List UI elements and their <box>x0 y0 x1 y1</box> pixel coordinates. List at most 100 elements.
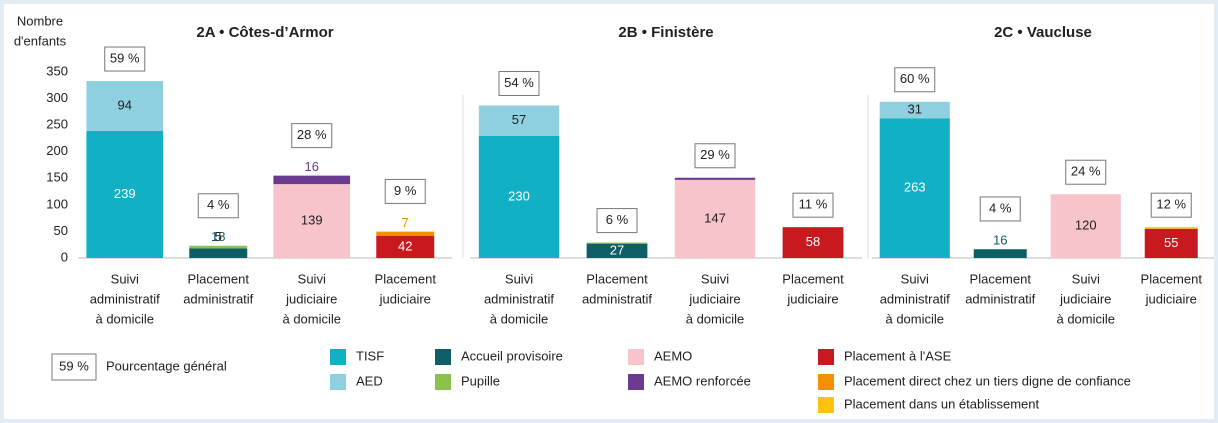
percent-label: 29 % <box>700 147 730 162</box>
bar-segment <box>1144 227 1198 229</box>
percent-label: 28 % <box>297 127 327 142</box>
x-tick-label: à domicile <box>1056 311 1115 326</box>
y-tick-label: 350 <box>46 63 68 78</box>
bar-segment <box>586 243 648 258</box>
legend-label: Placement dans un établissement <box>844 396 1040 411</box>
data-label: 147 <box>704 210 726 225</box>
bar-segment <box>273 175 351 185</box>
bar-segment <box>674 179 756 258</box>
panel-title: 2C • Vaucluse <box>994 24 1092 41</box>
bar-segment <box>86 130 164 258</box>
x-tick-label: à domicile <box>885 311 944 326</box>
bar-segment <box>586 242 648 244</box>
bar-segment <box>1144 228 1198 258</box>
percent-label: 6 % <box>606 212 629 227</box>
x-tick-label: judiciaire <box>688 291 740 306</box>
legend-box <box>51 353 97 381</box>
bar-segment <box>782 227 844 258</box>
x-tick-label: judiciaire <box>285 291 337 306</box>
x-tick-label: administratif <box>183 291 253 306</box>
data-label: 16 <box>305 159 319 174</box>
y-tick-label: 150 <box>46 170 68 185</box>
legend-label: AED <box>356 373 383 388</box>
y-axis-label: d'enfants <box>14 33 67 48</box>
x-tick-label: Suivi <box>298 271 326 286</box>
bar-segment <box>478 105 560 136</box>
x-tick-label: à domicile <box>282 311 341 326</box>
percent-label: 11 % <box>799 197 828 212</box>
percent-box <box>1150 192 1192 218</box>
legend-label: Placement direct chez un tiers digne de … <box>844 373 1131 388</box>
data-label: 55 <box>1164 235 1178 250</box>
legend-swatch <box>435 349 451 365</box>
x-tick-label: judiciaire <box>379 291 431 306</box>
data-label: 27 <box>610 242 624 257</box>
bar-segment <box>376 235 435 258</box>
legend-label: Placement à l'ASE <box>844 348 952 363</box>
percent-label: 12 % <box>1156 197 1186 212</box>
x-tick-label: à domicile <box>490 311 549 326</box>
x-tick-label: Suivi <box>901 271 929 286</box>
x-tick-label: Suivi <box>701 271 729 286</box>
x-tick-label: à domicile <box>95 311 154 326</box>
legend-swatch <box>330 374 346 390</box>
y-tick-label: 0 <box>61 249 68 264</box>
x-tick-label: Placement <box>188 271 250 286</box>
data-label: 239 <box>114 186 136 201</box>
legend-swatch <box>628 374 644 390</box>
x-tick-label: Placement <box>375 271 437 286</box>
legend-label: Pupille <box>461 373 500 388</box>
legend-swatch <box>818 397 834 413</box>
data-label: 120 <box>1075 218 1097 233</box>
panel-title: 2B • Finistère <box>618 24 713 41</box>
x-tick-label: judiciaire <box>1145 291 1197 306</box>
bar-segment <box>674 177 756 180</box>
percent-box <box>1065 159 1107 185</box>
y-tick-label: 50 <box>54 223 68 238</box>
percent-box <box>384 178 426 204</box>
x-tick-label: Placement <box>1141 271 1203 286</box>
legend-swatch <box>628 349 644 365</box>
legend-label: Pourcentage général <box>106 358 227 373</box>
data-label: 7 <box>402 215 409 230</box>
x-tick-label: administratif <box>484 291 554 306</box>
data-label: 16 <box>993 232 1007 247</box>
percent-label: 9 % <box>394 183 417 198</box>
percent-box <box>104 46 146 72</box>
data-label: 263 <box>904 180 926 195</box>
legend-swatch <box>818 349 834 365</box>
percent-box <box>291 123 333 149</box>
data-label: 58 <box>806 234 820 249</box>
x-tick-label: Suivi <box>505 271 533 286</box>
x-tick-label: administratif <box>880 291 950 306</box>
bar-segment <box>879 118 950 258</box>
x-tick-label: à domicile <box>686 311 745 326</box>
x-tick-label: administratif <box>90 291 160 306</box>
legend-swatch <box>818 374 834 390</box>
legend-swatch <box>435 374 451 390</box>
legend-swatch <box>330 349 346 365</box>
percent-box <box>498 70 540 96</box>
bar-segment <box>478 135 560 258</box>
data-label: 139 <box>301 213 323 228</box>
percent-box <box>894 67 936 93</box>
y-tick-label: 300 <box>46 90 68 105</box>
data-label: 94 <box>118 97 132 112</box>
legend-label: AEMO renforcée <box>654 373 751 388</box>
percent-label: 4 % <box>989 200 1012 215</box>
x-tick-label: Placement <box>970 271 1032 286</box>
legend-label: AEMO <box>654 348 692 363</box>
percent-box <box>197 193 239 219</box>
bar-segment <box>973 249 1027 258</box>
x-tick-label: Suivi <box>111 271 139 286</box>
percent-box <box>596 208 638 234</box>
percent-label: 4 % <box>207 197 230 212</box>
legend-label: TISF <box>356 348 384 363</box>
data-label: 31 <box>908 101 922 116</box>
percent-box <box>694 143 736 169</box>
bar-segment <box>376 231 435 232</box>
percent-box <box>979 196 1021 222</box>
percent-label: 60 % <box>900 71 930 86</box>
data-label: 18 <box>211 229 225 244</box>
